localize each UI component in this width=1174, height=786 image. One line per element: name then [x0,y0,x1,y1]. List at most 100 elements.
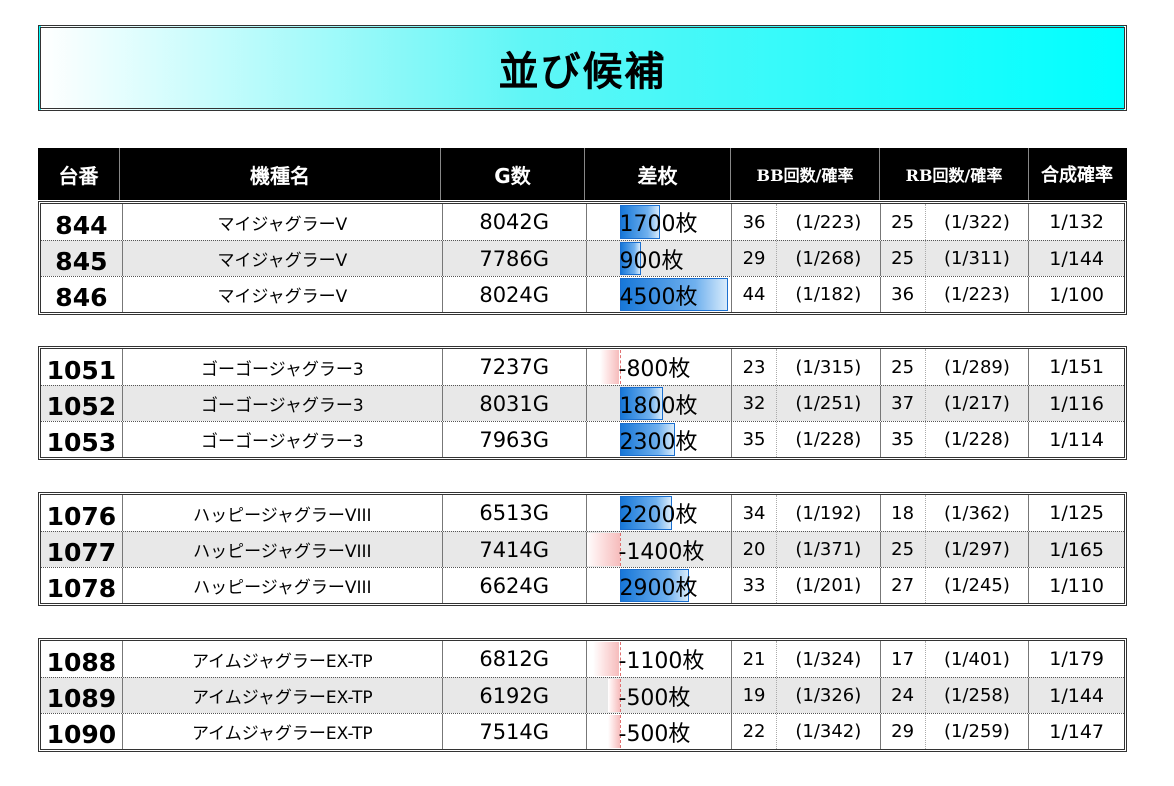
diff-bar-negative [600,350,620,384]
bb-rate: (1/326) [777,678,881,713]
rb-count: 29 [881,714,926,749]
table-row[interactable]: 1088 アイムジャグラーEX-TP 6812G -1100枚 21 (1/324) 17(… [41,641,1124,677]
rb-rate: (1/217) [926,386,1030,421]
page-title: 並び候補 [498,49,667,95]
diff-cell: 1800枚 [587,386,733,421]
machine-group: 1051 ゴーゴージャグラー3 7237G -800枚 23 (1/315) 25 (1/28… [38,346,1127,460]
machine-name: ハッピージャグラーVIII [123,495,443,531]
machine-name: ゴーゴージャグラー3 [123,422,443,457]
total-rate: 1/125 [1049,502,1105,524]
diff-cell: 2300枚 [587,422,733,457]
table-header: 台番 機種名 G数 差枚 BB回数/確率 RB回数/確率 合成確率 [38,148,1127,200]
bb-count: 19 [732,678,777,713]
total-rate: 1/116 [1049,392,1105,415]
game-count: 8024G [443,277,587,312]
bb-rate: (1/201) [777,568,881,603]
machine-number: 1051 [41,349,123,385]
diff-bar-negative [593,642,620,676]
machine-name: マイジャグラーV [123,204,443,240]
table-row[interactable]: 846 マイジャグラーV 8024G 4500枚 44 (1/182) 36 (1/223) 1… [41,276,1124,312]
diff-cell: -1100枚 [587,641,733,677]
machine-number: 844 [41,204,123,240]
table-row[interactable]: 1090 アイムジャグラーEX-TP 7514G -500枚 22 (1/342) 29 (1… [41,713,1124,749]
table-row[interactable]: 844 マイジャグラーV 8042G 1700枚 36 (1/223) 25 (1/322) 1… [41,204,1124,240]
rb-rate: (1/223) [926,277,1030,312]
rb-rate: (1/322) [926,204,1030,240]
game-count: 6812G [443,641,587,677]
header-diff: 差枚 [585,148,731,200]
machine-number: 1052 [41,386,123,421]
diff-bar-negative [586,533,620,566]
bb-count: 34 [732,495,777,531]
diff-value: -500枚 [618,685,691,711]
game-count: 7514G [443,714,587,749]
rb-rate: (1/311) [926,241,1030,276]
table-row[interactable]: 1076 ハッピージャグラーVIII 6513G 2200枚 34 (1/192) 18 (1… [41,495,1124,531]
rb-rate: (1/362) [926,495,1030,531]
machine-name: ゴーゴージャグラー3 [123,386,443,421]
bb-count: 23 [732,349,777,385]
rb-count: 37 [881,386,926,421]
bb-count: 22 [732,714,777,749]
bb-rate: (1/371) [777,532,881,567]
total-rate: 1/100 [1049,283,1105,306]
machine-name: アイムジャグラーEX-TP [123,678,443,713]
diff-value: 4500枚 [619,284,698,310]
machine-number: 1089 [41,678,123,713]
game-count: 6192G [443,678,587,713]
total-rate: 1/147 [1049,720,1105,743]
total-rate: 1/110 [1049,574,1105,597]
bb-count: 20 [732,532,777,567]
header-machine-name: 機種名 [120,148,441,200]
bb-count: 32 [732,386,777,421]
rb-count: 18 [881,495,926,531]
machine-group: 1088 アイムジャグラーEX-TP 6812G -1100枚 21 (1/324) 17(… [38,638,1127,752]
diff-bar-negative [607,679,620,712]
diff-axis [619,715,621,748]
game-count: 7963G [443,422,587,457]
diff-cell: 2900枚 [587,568,733,603]
rb-count: 36 [881,277,926,312]
machine-number: 1078 [41,568,123,603]
bb-count: 44 [732,277,777,312]
rb-rate: (1/289) [926,349,1030,385]
machine-name: アイムジャグラーEX-TP [123,641,443,677]
game-count: 8031G [443,386,587,421]
rb-count: 25 [881,204,926,240]
table-row[interactable]: 1051 ゴーゴージャグラー3 7237G -800枚 23 (1/315) 25 (1/28… [41,349,1124,385]
diff-cell: 4500枚 [587,277,733,312]
diff-cell: 2200枚 [587,495,733,531]
rb-count: 35 [881,422,926,457]
total-rate: 1/151 [1049,356,1105,378]
header-rb: RB回数/確率 [880,148,1029,200]
table-row[interactable]: 1077 ハッピージャグラーVIII 7414G -1400枚 20 (1/371) 25(… [41,531,1124,567]
machine-number: 1077 [41,532,123,567]
diff-axis [619,533,621,566]
diff-bar-positive [619,569,690,602]
bb-count: 21 [732,641,777,677]
diff-value: -1400枚 [618,539,705,565]
diff-value: 1800枚 [619,393,698,419]
diff-bar-positive [619,242,642,275]
bb-rate: (1/223) [777,204,881,240]
game-count: 7786G [443,241,587,276]
diff-value: 2300枚 [619,429,698,455]
diff-axis [619,679,621,712]
total-rate: 1/132 [1049,211,1105,233]
table-row[interactable]: 1052 ゴーゴージャグラー3 8031G 1800枚 32 (1/251) 37 (1/21… [41,385,1124,421]
bb-rate: (1/251) [777,386,881,421]
rb-rate: (1/245) [926,568,1030,603]
diff-axis [619,350,621,384]
bb-count: 36 [732,204,777,240]
diff-cell: -800枚 [587,349,733,385]
machine-name: アイムジャグラーEX-TP [123,714,443,749]
rb-count: 24 [881,678,926,713]
table-row[interactable]: 1053 ゴーゴージャグラー3 7963G 2300枚 35 (1/228) 35 (1/22… [41,421,1124,457]
table-row[interactable]: 1078 ハッピージャグラーVIII 6624G 2900枚 33 (1/201) 27 (1… [41,567,1124,603]
game-count: 7414G [443,532,587,567]
diff-value: 2200枚 [619,503,698,528]
game-count: 8042G [443,204,587,240]
table-row[interactable]: 1089 アイムジャグラーEX-TP 6192G -500枚 19 (1/326) 24 (1… [41,677,1124,713]
table-row[interactable]: 845 マイジャグラーV 7786G 900枚 29 (1/268) 25 (1/311) 1/… [41,240,1124,276]
machine-name: マイジャグラーV [123,241,443,276]
